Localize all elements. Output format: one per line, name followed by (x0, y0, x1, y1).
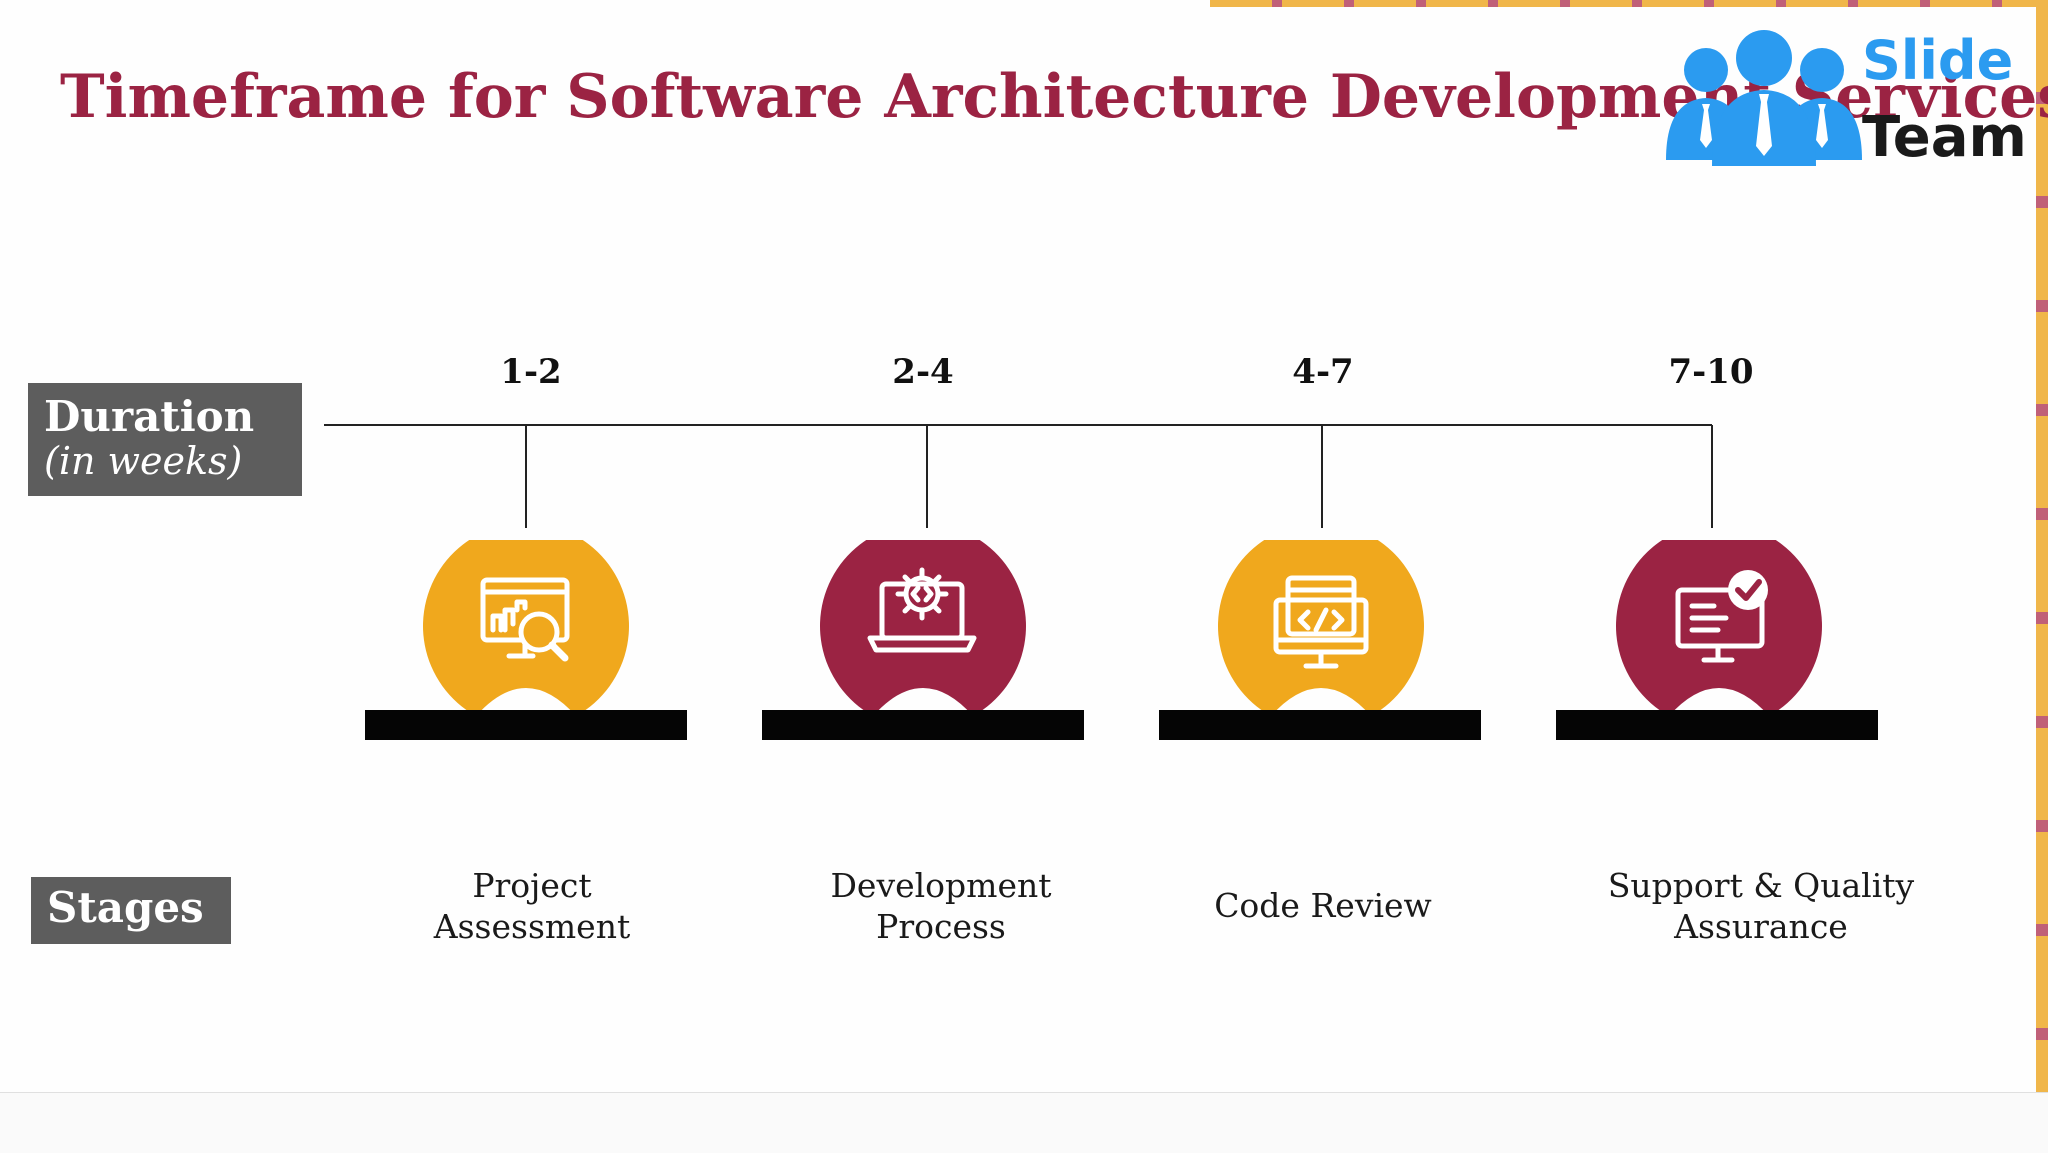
stage-label: Project Assessment (372, 865, 692, 947)
analytics-monitor-search-icon (423, 522, 629, 716)
slideteam-logo: Slide Team (1664, 28, 2027, 170)
duration-range: 2-4 (892, 352, 954, 392)
logo-text-team: Team (1862, 105, 2027, 170)
decorative-right-border (2036, 0, 2048, 1092)
stage-icon-badge (818, 522, 1028, 750)
stage-label-line: Support & Quality (1607, 866, 1915, 905)
duration-label: Duration (44, 392, 255, 441)
stage-label-line: Assurance (1674, 907, 1848, 946)
stage-badge-shape (820, 522, 1026, 716)
footer-area (0, 1092, 2048, 1153)
stage-label-line: Process (876, 907, 1006, 946)
duration-range: 7-10 (1668, 352, 1754, 392)
stage-base (1159, 710, 1481, 740)
duration-range: 1-2 (500, 352, 562, 392)
monitor-code-icon (1218, 522, 1424, 716)
stage-icon-badge (1614, 522, 1824, 750)
slide: Timeframe for Software Architecture Deve… (28, 0, 2048, 1092)
timeline-connector (324, 424, 1713, 528)
logo-text-slide: Slide (1862, 29, 2014, 92)
people-group-icon (1666, 30, 1862, 166)
duration-range: 4-7 (1292, 352, 1354, 392)
decorative-top-border (1210, 0, 2048, 7)
laptop-gear-code-icon (820, 522, 1026, 716)
stage-label: Code Review (1163, 865, 1483, 947)
stage-label-line: Code Review (1214, 886, 1432, 925)
monitor-checkmark-icon (1616, 522, 1822, 716)
stage-label-line: Development (830, 866, 1052, 905)
stage-label-line: Assessment (433, 907, 631, 946)
duration-row-label: Duration (in weeks) (28, 383, 302, 496)
stage-base (1556, 710, 1878, 740)
stage-badge-shape (1218, 522, 1424, 716)
stage-base (762, 710, 1084, 740)
stage-label: Development Process (781, 865, 1101, 947)
stages-row-label: Stages (31, 877, 231, 944)
duration-unit-label: (in weeks) (44, 439, 243, 484)
stages-label: Stages (47, 883, 204, 932)
stage-icon-badge (421, 522, 631, 750)
stage-base (365, 710, 687, 740)
stage-label-line: Project (472, 866, 592, 905)
stage-label: Support & Quality Assurance (1601, 865, 1921, 947)
stage-icon-badge (1216, 522, 1426, 750)
